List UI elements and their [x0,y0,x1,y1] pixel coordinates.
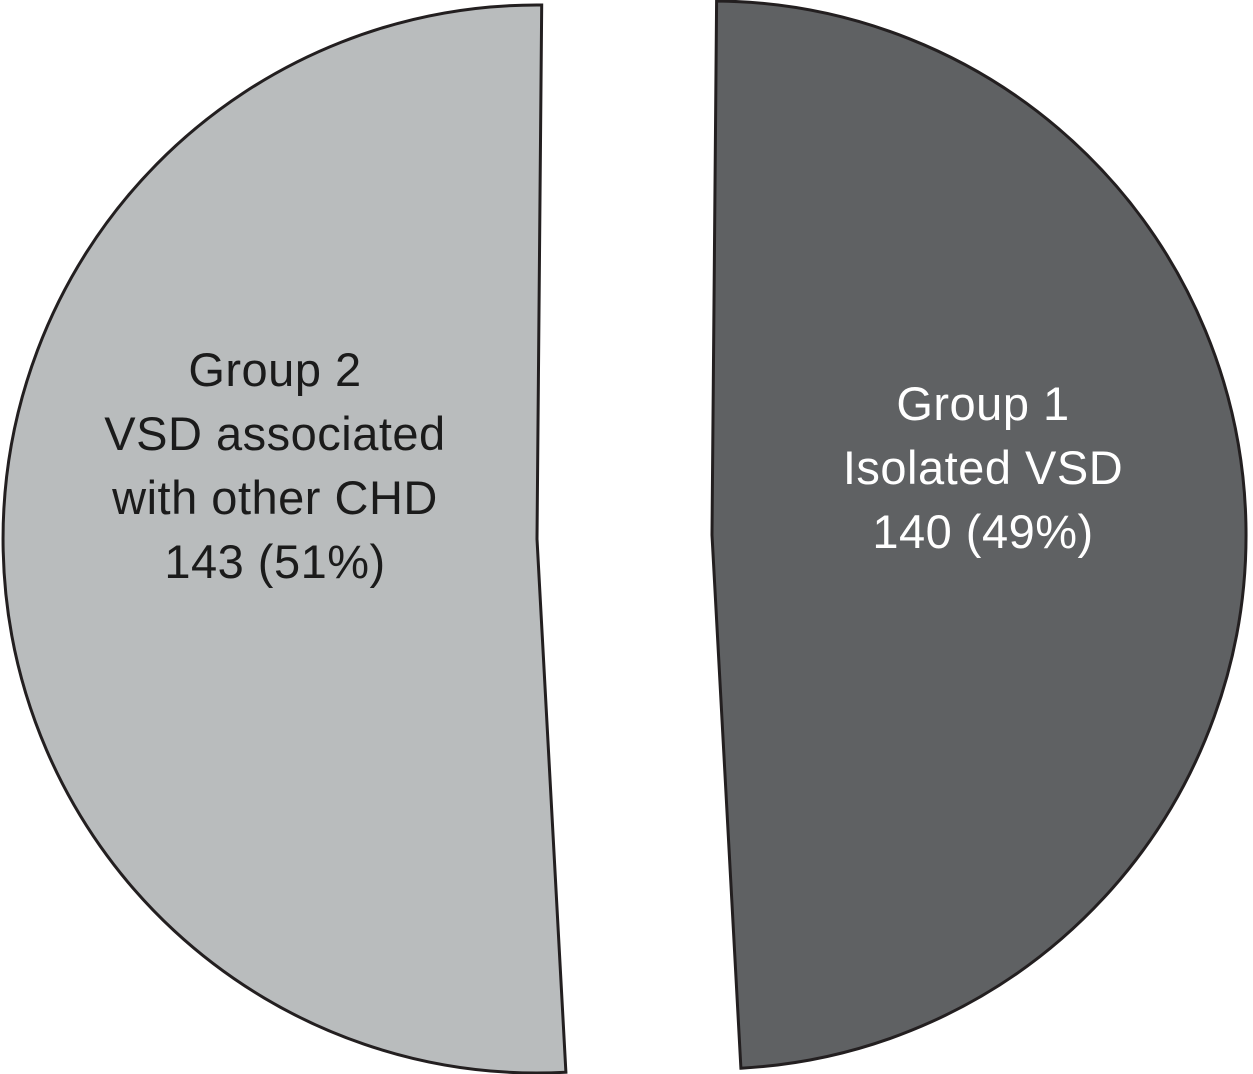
pie-slice-group-1 [710,0,1248,1070]
pie-slice-group-2 [1,3,568,1074]
